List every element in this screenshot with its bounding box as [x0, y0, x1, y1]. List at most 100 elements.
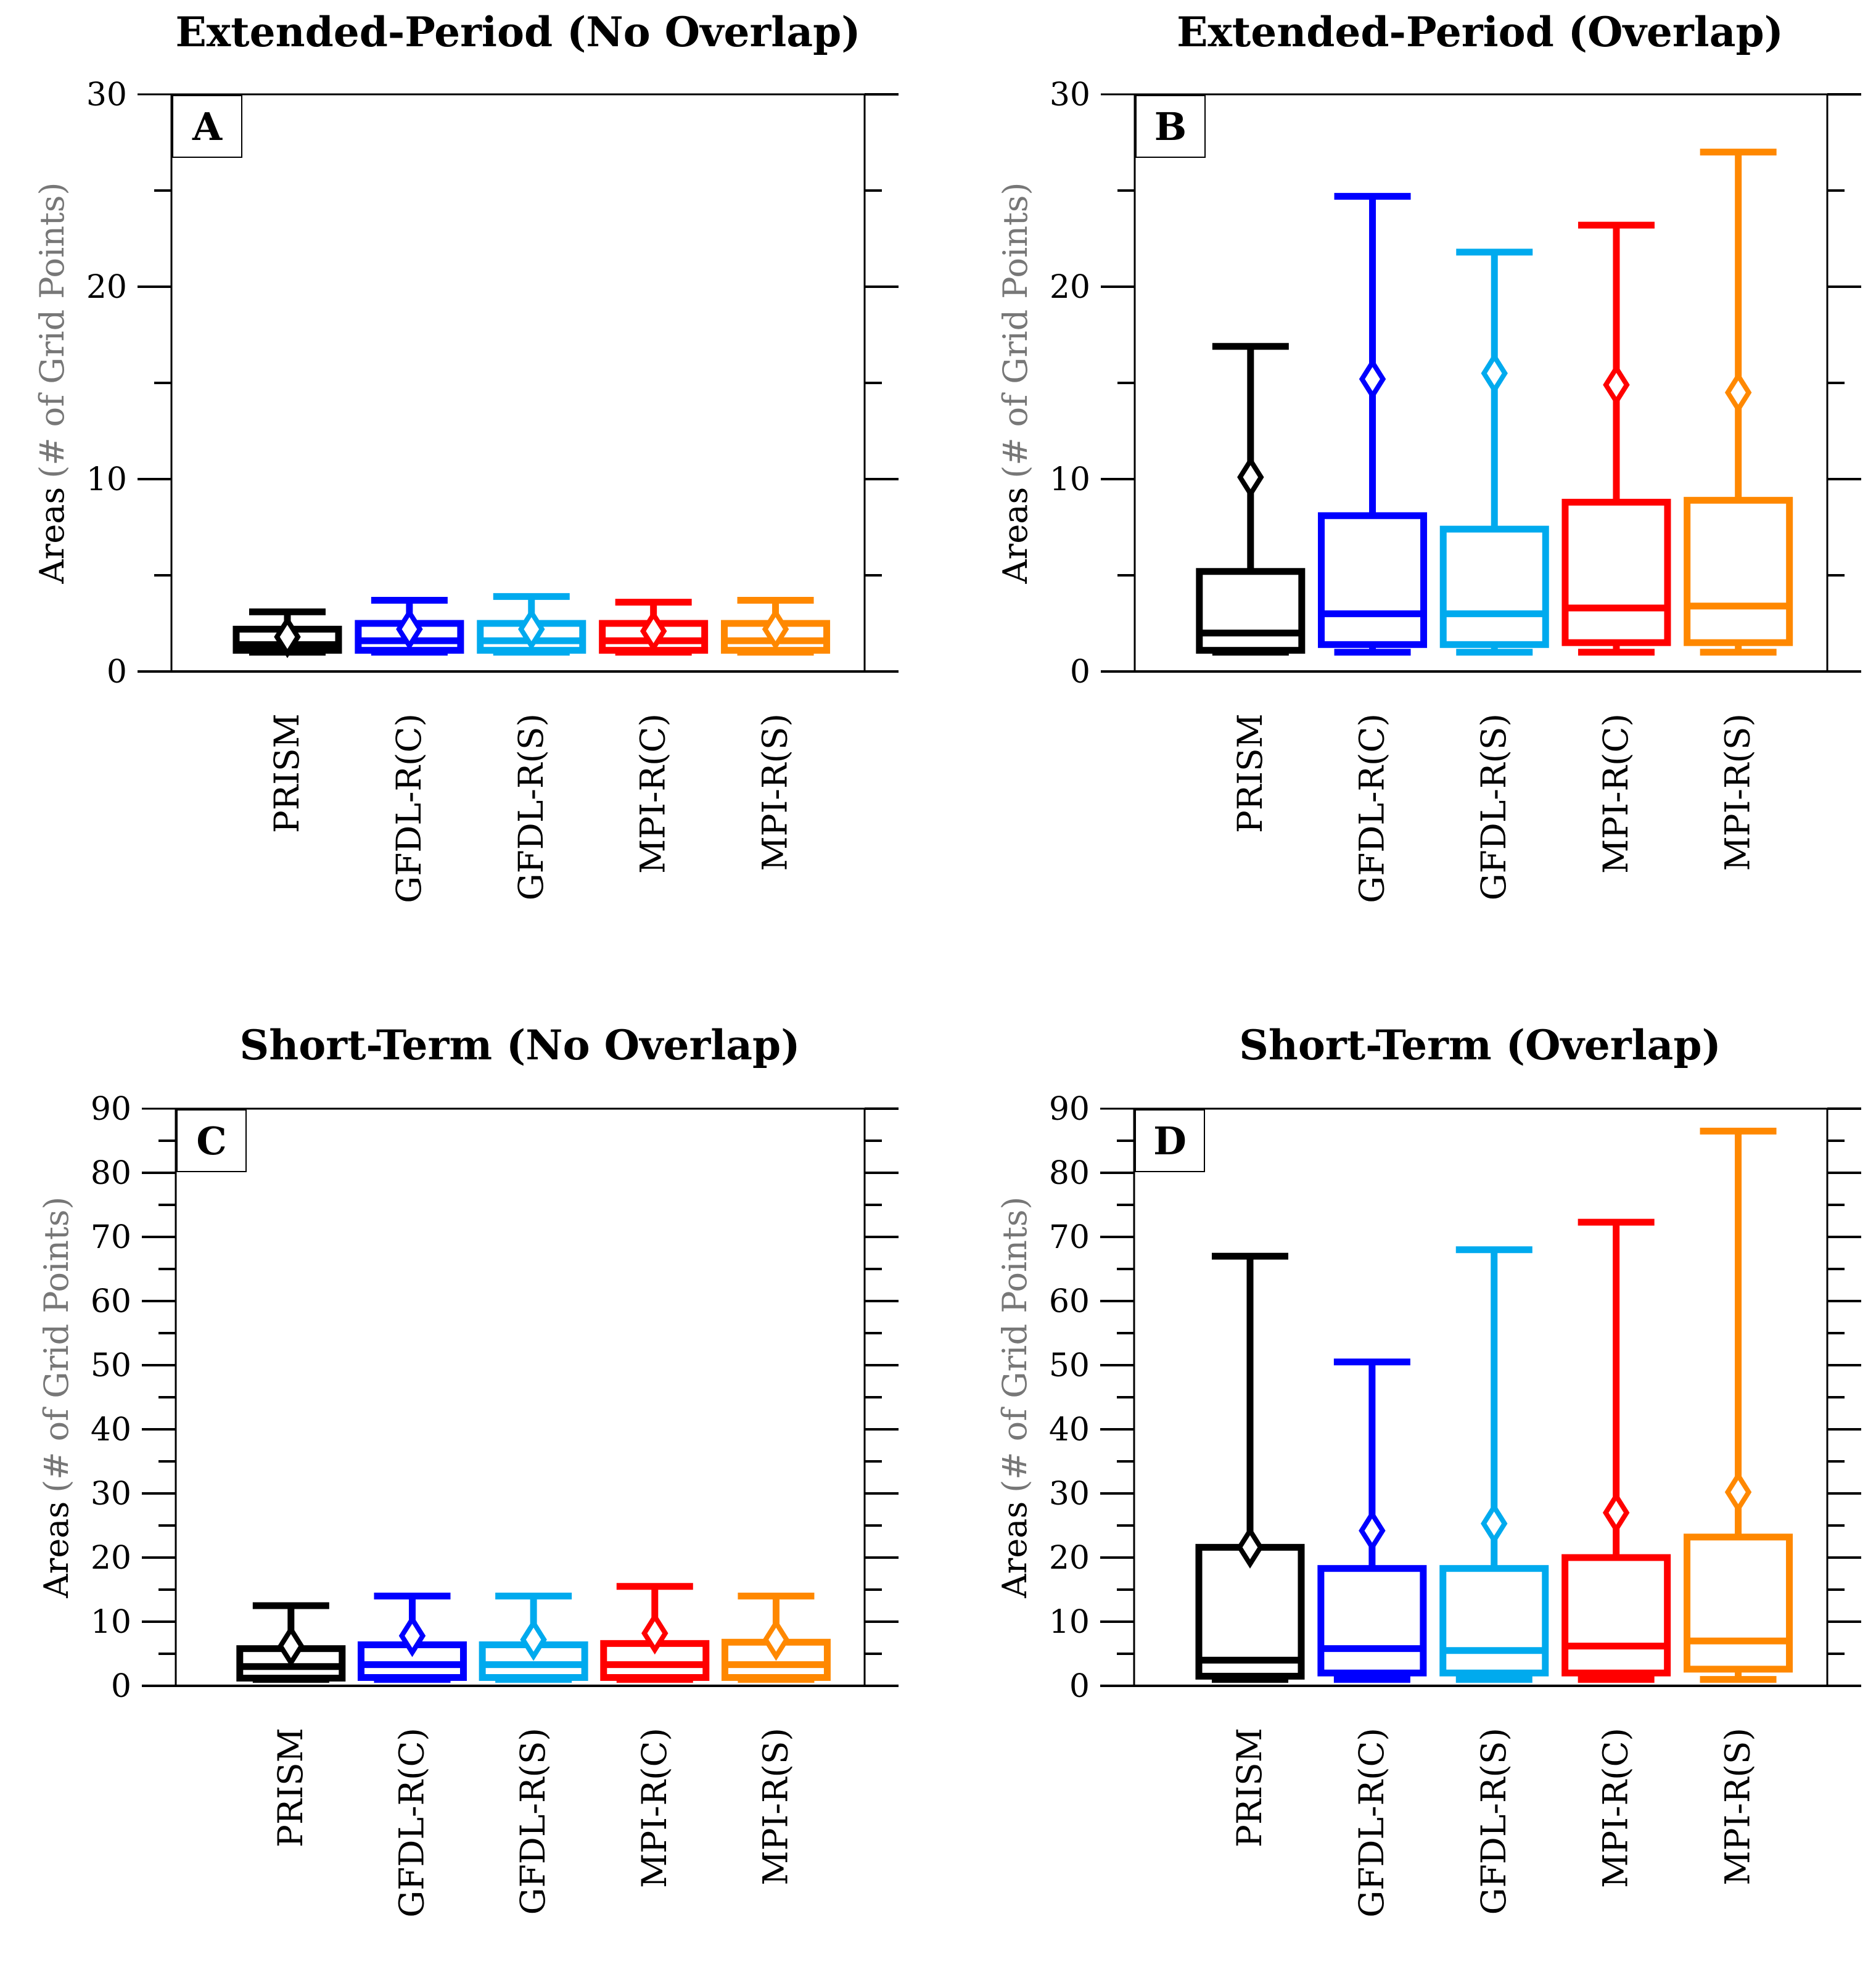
- x-category-label: MPI-R(S): [755, 713, 795, 871]
- mean-diamond: [518, 607, 545, 651]
- box-gfdl-r-s: [1439, 1246, 1549, 1683]
- mean-diamond: [274, 615, 301, 659]
- y-axis-label-main: Areas: [37, 1501, 76, 1599]
- x-category-label: MPI-R(S): [1718, 1728, 1758, 1886]
- box-mpi-r-c: [600, 1583, 710, 1683]
- y-tick-label: 90: [91, 1091, 131, 1128]
- box-gfdl-r-s: [479, 1592, 588, 1683]
- panel-a: Extended-Period (No Overlap) Areas (# of G…: [33, 8, 899, 903]
- x-category-label: PRISM: [1230, 713, 1270, 833]
- mean-diamond: [1359, 1509, 1386, 1552]
- box-prism: [1195, 1252, 1305, 1683]
- y-tick-label: 70: [91, 1219, 131, 1256]
- box-prism: [232, 608, 342, 659]
- y-tick-label: 0: [1069, 1668, 1090, 1705]
- x-category-label: GFDL-R(C): [389, 713, 429, 903]
- y-tick-label: 50: [91, 1347, 131, 1384]
- mean-diamond: [1603, 363, 1630, 406]
- x-category-label: MPI-R(S): [755, 1728, 795, 1886]
- y-tick-label: 80: [91, 1155, 131, 1192]
- y-tick-label: 30: [91, 1476, 131, 1513]
- x-category-label: MPI-R(C): [633, 713, 673, 874]
- iqr-box: [1439, 525, 1549, 648]
- y-axis-label-unit: (# of Grid Points): [37, 1197, 76, 1493]
- y-tick-label: 60: [91, 1283, 131, 1320]
- x-category-label: GFDL-R(S): [511, 713, 551, 900]
- mean-diamond: [640, 609, 667, 652]
- panel-letter-box: [172, 95, 242, 158]
- chart-title: Short-Term (Overlap): [1239, 1021, 1721, 1069]
- x-category-label: MPI-R(C): [1596, 713, 1635, 874]
- iqr-box: [1317, 1565, 1427, 1677]
- y-axis-label-unit: (# of Grid Points): [995, 1197, 1034, 1493]
- iqr-box: [1684, 1534, 1793, 1673]
- x-category-label: GFDL-R(C): [1352, 1728, 1391, 1918]
- y-tick-label: 20: [91, 1540, 131, 1577]
- mean-diamond: [398, 1614, 426, 1657]
- box-mpi-r-s: [721, 597, 831, 656]
- y-tick-label: 30: [86, 76, 127, 113]
- y-axis-label-main: Areas: [33, 487, 72, 585]
- iqr-box: [1561, 1554, 1671, 1677]
- y-axis-label: Areas (# of Grid Points): [995, 1197, 1034, 1599]
- y-tick-label: 10: [86, 461, 127, 498]
- box-mpi-r-s: [1684, 149, 1793, 656]
- chart-title: Extended-Period (Overlap): [1177, 8, 1783, 56]
- y-axis-label: Areas (# of Grid Points): [33, 183, 72, 585]
- y-axis-label-unit: (# of Grid Points): [996, 183, 1035, 478]
- x-category-label: PRISM: [267, 713, 306, 833]
- mean-diamond: [396, 607, 423, 651]
- y-axis-label-main: Areas: [996, 487, 1035, 585]
- box-mpi-r-s: [721, 1592, 831, 1683]
- iqr-box: [1318, 512, 1428, 648]
- y-tick-label: 0: [111, 1668, 131, 1705]
- y-tick-label: 0: [107, 654, 127, 691]
- y-tick-label: 40: [91, 1411, 131, 1448]
- mean-diamond: [762, 607, 789, 651]
- y-tick-label: 10: [1049, 1604, 1090, 1641]
- box-mpi-r-c: [599, 599, 709, 656]
- mean-diamond: [1481, 1502, 1508, 1545]
- x-category-label: MPI-R(S): [1718, 713, 1758, 871]
- box-prism: [236, 1602, 346, 1683]
- mean-diamond: [762, 1618, 790, 1661]
- panel-d: Short-Term (Overlap) Areas (# of Grid Poin…: [995, 1021, 1861, 1918]
- y-tick-label: 70: [1049, 1219, 1090, 1256]
- mean-diamond: [520, 1618, 547, 1661]
- y-tick-label: 20: [1049, 1540, 1090, 1577]
- mean-diamond: [1359, 358, 1386, 401]
- chart-title: Extended-Period (No Overlap): [175, 8, 860, 56]
- box-mpi-r-c: [1561, 1218, 1671, 1683]
- mean-diamond: [641, 1612, 669, 1655]
- panel-letter: C: [196, 1119, 226, 1164]
- mean-diamond: [1602, 1491, 1630, 1534]
- x-category-label: PRISM: [271, 1728, 310, 1847]
- y-tick-label: 30: [1049, 1476, 1090, 1513]
- mean-diamond: [1724, 371, 1752, 414]
- iqr-box: [1439, 1565, 1549, 1677]
- box-prism: [1196, 343, 1306, 656]
- panel-letter-box: [1135, 1109, 1205, 1172]
- x-category-label: MPI-R(C): [1596, 1728, 1635, 1888]
- panel-letter-box: [1135, 95, 1206, 158]
- box-gfdl-r-s: [1439, 248, 1549, 656]
- mean-diamond: [1236, 1526, 1264, 1569]
- box-gfdl-r-c: [1317, 1358, 1427, 1683]
- y-tick-label: 50: [1049, 1347, 1090, 1384]
- y-tick-label: 10: [91, 1604, 131, 1641]
- chart-title: Short-Term (No Overlap): [240, 1021, 800, 1069]
- x-category-label: GFDL-R(S): [1474, 1728, 1513, 1915]
- mean-diamond: [278, 1625, 305, 1668]
- y-tick-label: 40: [1049, 1411, 1090, 1448]
- y-axis-label-main: Areas: [995, 1501, 1034, 1599]
- x-category-label: GFDL-R(C): [1352, 713, 1392, 903]
- y-axis-label-unit: (# of Grid Points): [33, 183, 72, 478]
- x-category-label: MPI-R(C): [635, 1728, 674, 1888]
- y-axis-label: Areas (# of Grid Points): [996, 183, 1035, 585]
- y-tick-label: 60: [1049, 1283, 1090, 1320]
- panel-c: Short-Term (No Overlap) Areas (# of Grid P…: [37, 1021, 899, 1918]
- mean-diamond: [1481, 351, 1508, 395]
- iqr-box: [1561, 498, 1671, 646]
- mean-diamond: [1237, 456, 1264, 499]
